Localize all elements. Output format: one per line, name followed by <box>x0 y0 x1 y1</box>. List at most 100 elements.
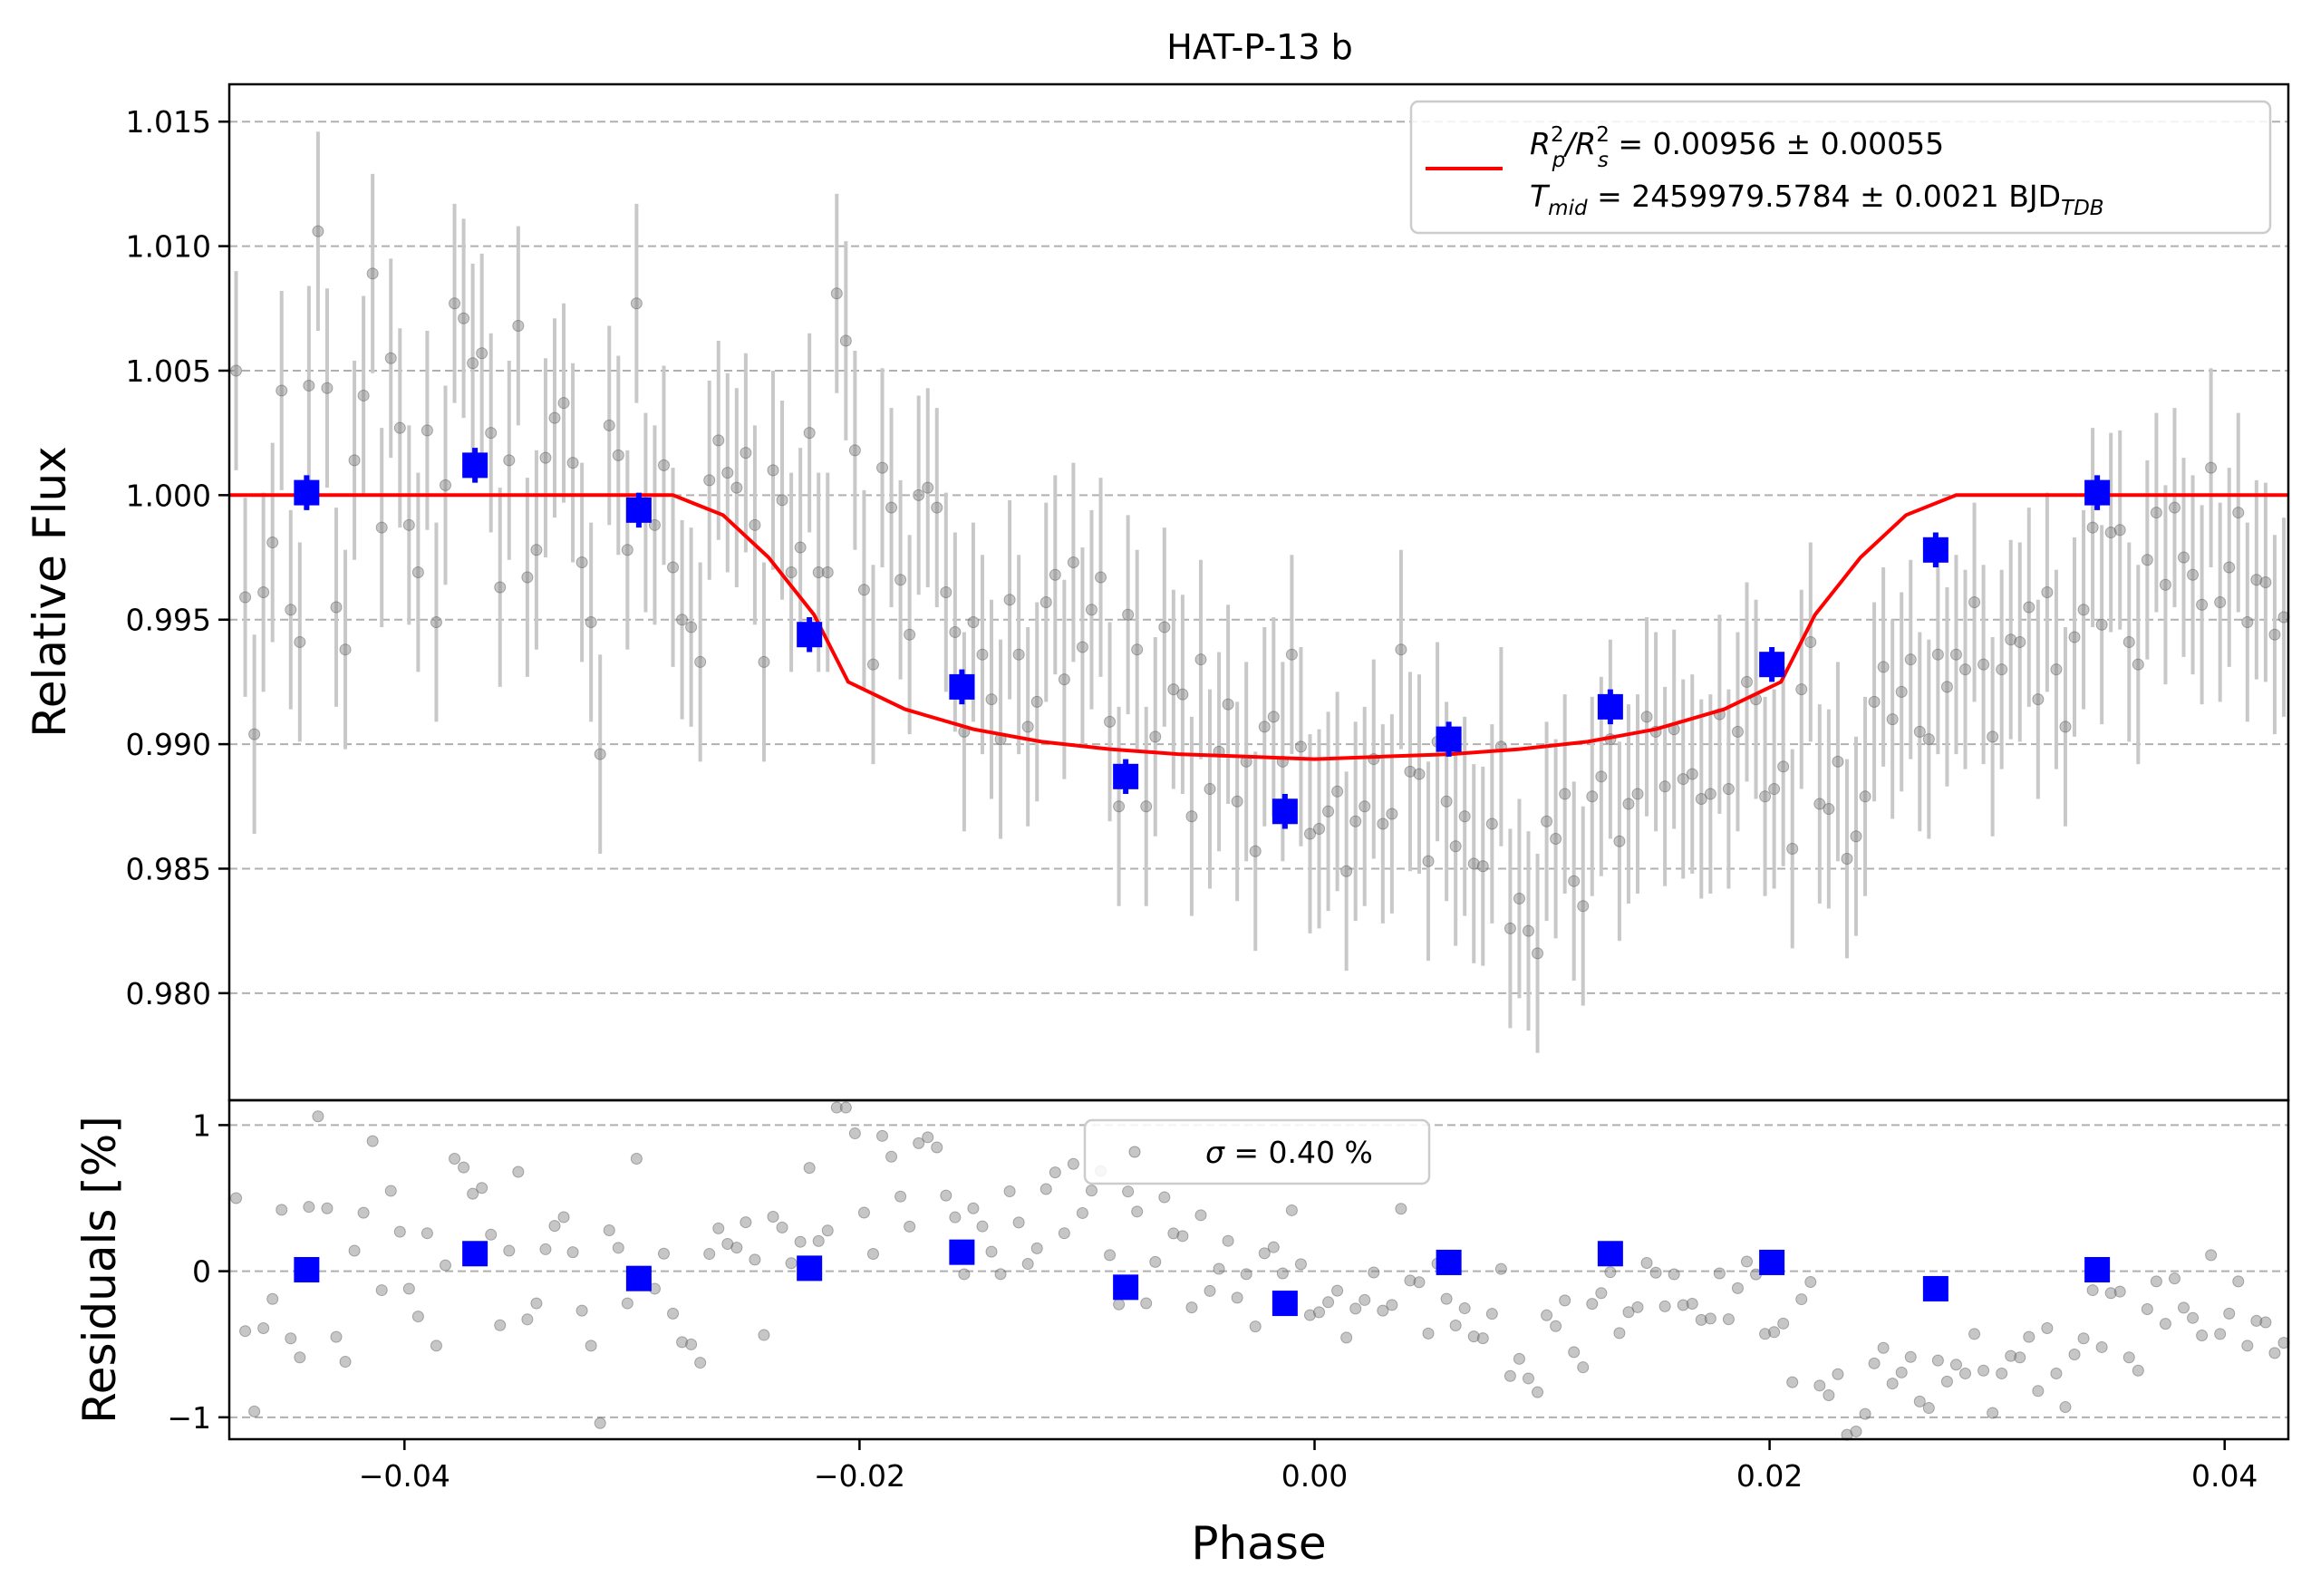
data-point <box>2141 554 2153 566</box>
data-point <box>1904 653 1917 666</box>
main-y-tick-label: 1.010 <box>126 229 211 265</box>
binned-residual-point <box>462 1241 488 1267</box>
residual-point <box>512 1166 525 1178</box>
residual-point <box>2159 1318 2171 1330</box>
residual-point <box>1996 1367 2008 1379</box>
residuals-legend-text: σ = 0.40 % <box>1205 1135 1373 1170</box>
residual-point <box>1021 1258 1034 1271</box>
residual-point <box>1458 1302 1471 1315</box>
data-point <box>1568 875 1581 887</box>
residual-point <box>476 1182 488 1195</box>
residual-point <box>1440 1292 1453 1305</box>
residuals-y-ticks: −1 0 1 <box>167 1108 229 1436</box>
main-plot-panel: 0.980 0.985 0.990 0.995 1.000 1.005 1.010 1.015… <box>24 82 2290 1102</box>
legend-depth-value: = 0.00956 ± 0.00055 <box>1609 126 1944 161</box>
data-point <box>566 457 579 469</box>
data-point <box>1823 803 1835 816</box>
data-point <box>1258 721 1271 733</box>
data-point <box>1859 790 1871 803</box>
data-point <box>257 586 270 598</box>
residual-point <box>1959 1367 1972 1379</box>
data-point <box>1467 857 1480 870</box>
residual-point <box>1940 1375 1953 1388</box>
main-y-ticks: 0.980 0.985 0.990 0.995 1.000 1.005 1.010 1.015 <box>126 104 229 1011</box>
binned-point <box>1922 537 1948 563</box>
binned-residual-point <box>949 1239 975 1265</box>
data-point <box>949 625 962 638</box>
residual-point <box>2032 1385 2045 1398</box>
data-point <box>393 421 406 434</box>
residual-point <box>1550 1320 1562 1332</box>
residuals-data-points <box>230 1101 2290 1441</box>
data-point <box>2205 461 2218 474</box>
data-point <box>839 334 852 347</box>
residual-point <box>2041 1321 2054 1334</box>
residual-point <box>2059 1401 2072 1414</box>
residual-point <box>1303 1309 1316 1321</box>
data-point <box>1922 733 1935 746</box>
data-point <box>557 397 570 410</box>
residual-point <box>303 1201 315 1214</box>
residual-point <box>703 1248 716 1261</box>
legend-tmid-sub: mid <box>1548 197 1588 220</box>
residual-point <box>2023 1330 2035 1343</box>
data-point <box>1722 783 1735 796</box>
data-point <box>1813 798 1826 810</box>
main-y-tick-label: 1.015 <box>126 104 211 140</box>
residual-point <box>384 1185 397 1197</box>
residual-point <box>1577 1361 1590 1374</box>
residual-point <box>1631 1301 1644 1313</box>
binned-residual-point <box>1922 1275 1948 1301</box>
x-tick-label: −0.02 <box>814 1458 905 1494</box>
main-y-tick-label: 0.995 <box>126 603 211 638</box>
binned-residual-point <box>1272 1291 1298 1317</box>
residual-point <box>1049 1166 1061 1179</box>
data-point <box>1504 922 1516 934</box>
residual-point <box>1158 1191 1171 1204</box>
data-point <box>1204 783 1216 796</box>
legend-depth-mid: /R <box>1562 126 1596 161</box>
residual-point <box>1231 1291 1243 1304</box>
data-point <box>1449 840 1462 853</box>
residual-point <box>730 1242 743 1254</box>
residual-point <box>1731 1282 1744 1294</box>
data-point <box>1877 661 1890 673</box>
data-point <box>539 451 552 464</box>
residual-point <box>1695 1313 1707 1326</box>
data-point <box>2223 561 2236 574</box>
residual-point <box>248 1405 261 1417</box>
data-point <box>430 615 442 628</box>
residual-point <box>1658 1300 1671 1312</box>
residual-point <box>1194 1209 1207 1222</box>
main-y-tick-label: 1.005 <box>126 353 211 389</box>
residual-point <box>1213 1262 1225 1275</box>
data-point <box>521 571 534 584</box>
data-point <box>621 544 633 556</box>
residual-point <box>630 1152 643 1165</box>
residual-point <box>521 1313 534 1326</box>
residual-point <box>449 1152 461 1165</box>
residual-point <box>2150 1275 2162 1288</box>
residual-point <box>940 1189 952 1202</box>
residual-point <box>612 1242 624 1254</box>
residual-point <box>1504 1369 1516 1382</box>
legend-depth-sub1: p <box>1552 149 1566 172</box>
data-point <box>712 434 725 447</box>
binned-residual-point <box>1597 1241 1623 1267</box>
data-point <box>1940 681 1953 693</box>
residual-point <box>2077 1332 2090 1345</box>
legend-tmid-value: = 2459979.5784 ± 0.0021 BJD <box>1588 179 2061 214</box>
data-point <box>694 655 707 668</box>
residual-point <box>776 1221 788 1233</box>
residual-point <box>1349 1302 1362 1315</box>
data-point <box>594 748 606 760</box>
residual-point <box>467 1187 479 1200</box>
legend-depth-sub2: s <box>1598 149 1609 172</box>
residual-point <box>321 1202 334 1214</box>
residual-point <box>1467 1330 1480 1343</box>
data-point <box>1804 635 1817 648</box>
data-point <box>312 225 324 237</box>
data-point <box>812 566 825 579</box>
data-point <box>1677 773 1689 786</box>
residual-point <box>2268 1347 2281 1359</box>
